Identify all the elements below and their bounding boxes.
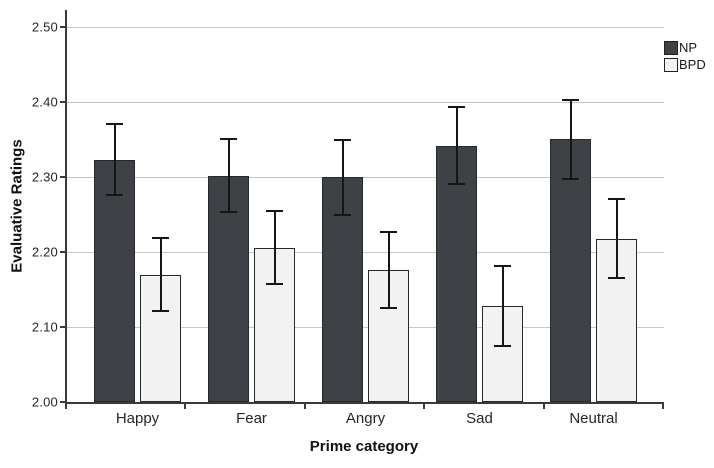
bar-bpd-fear: [254, 247, 295, 402]
y-tick-mark: [60, 401, 65, 403]
legend-item-np: NP: [664, 40, 706, 55]
y-tick-mark: [60, 326, 65, 328]
y-tick-label: 2.40: [31, 94, 58, 110]
error-bar-cap: [266, 209, 283, 212]
x-tick-mark: [184, 404, 187, 409]
y-tick-label: 2.00: [31, 394, 58, 410]
y-tick-label: 2.30: [31, 169, 58, 185]
category-label: Happy: [115, 410, 160, 427]
legend-label-np: NP: [679, 40, 698, 55]
bar-np-fear: [208, 176, 249, 402]
error-bar-cap: [380, 306, 397, 309]
error-bar-cap: [152, 310, 169, 313]
y-tick-mark: [60, 176, 65, 178]
y-tick-label: 2.20: [31, 244, 58, 260]
bpd-swatch-icon: [664, 57, 678, 72]
error-bar-cap: [562, 98, 579, 101]
error-bar: [341, 140, 344, 216]
error-bar: [159, 237, 162, 312]
gridline: [67, 101, 664, 103]
category-label: Fear: [236, 410, 267, 427]
category-label: Neutral: [569, 410, 618, 427]
legend: NP BPD: [664, 40, 706, 74]
gridline: [67, 251, 664, 253]
x-tick-mark: [65, 404, 67, 409]
error-bar-cap: [380, 230, 397, 233]
x-axis-tick-labels: Happy Fear Angry Sad Neutral: [67, 410, 664, 430]
bar-np-neutral: [550, 138, 591, 402]
bar-np-happy: [94, 159, 135, 402]
error-bar: [501, 265, 504, 346]
error-bar-cap: [608, 197, 625, 200]
error-bar-cap: [152, 236, 169, 239]
category-label: Angry: [345, 410, 386, 427]
error-bar-cap: [562, 177, 579, 180]
error-bar-cap: [220, 211, 237, 214]
y-tick-mark: [60, 101, 65, 103]
y-tick-mark: [60, 26, 65, 28]
bar-np-angry: [322, 177, 363, 402]
error-bar: [615, 198, 618, 279]
error-bar-cap: [106, 122, 123, 125]
gridline: [67, 26, 664, 28]
y-axis-tick-labels: 2.00 2.10 2.20 2.30 2.40 2.50: [0, 10, 58, 410]
error-bar-cap: [266, 283, 283, 286]
legend-label-bpd: BPD: [679, 57, 706, 72]
error-bar-cap: [608, 277, 625, 280]
x-tick-mark: [662, 404, 664, 409]
error-bar-cap: [448, 182, 465, 185]
y-tick-label: 2.50: [31, 19, 58, 35]
error-bar-cap: [448, 105, 465, 108]
x-tick-mark: [423, 404, 426, 409]
x-tick-mark: [542, 404, 545, 409]
x-axis-title: Prime category: [309, 438, 419, 455]
error-bar: [227, 138, 230, 213]
error-bar: [113, 123, 116, 195]
x-tick-mark: [303, 404, 306, 409]
error-bar: [455, 106, 458, 184]
plot-area: [65, 10, 664, 404]
category-label: Sad: [466, 410, 493, 427]
error-bar: [569, 99, 572, 179]
bar-np-sad: [436, 145, 477, 402]
np-swatch-icon: [664, 40, 678, 55]
legend-item-bpd: BPD: [664, 57, 706, 72]
gridline: [67, 176, 664, 178]
error-bar: [273, 210, 276, 285]
y-tick-label: 2.10: [31, 319, 58, 335]
error-bar-cap: [220, 137, 237, 140]
error-bar-cap: [494, 264, 511, 267]
gridline: [67, 326, 664, 328]
error-bar-cap: [106, 194, 123, 196]
y-tick-mark: [60, 251, 65, 253]
error-bar: [387, 231, 390, 308]
error-bar-cap: [334, 214, 351, 217]
error-bar-cap: [494, 344, 511, 347]
error-bar-cap: [334, 139, 351, 142]
